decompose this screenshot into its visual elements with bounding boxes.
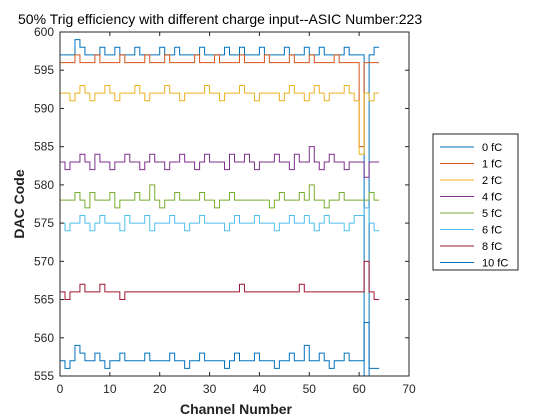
series-line-4	[60, 184, 380, 209]
x-axis-label: Channel Number	[180, 401, 293, 417]
y-tick-label: 595	[34, 63, 54, 77]
x-tick-label: 10	[103, 382, 117, 396]
x-tick-label: 30	[203, 382, 217, 396]
legend: 0 fC 1 fC 2 fC 4 fC 5 fC 6 fC 8 fC 10 fC	[432, 133, 519, 271]
legend-entry-0: 0 fC	[482, 142, 502, 154]
x-tick-label: 70	[402, 382, 416, 396]
series-line-7	[60, 321, 380, 369]
series-line-3	[60, 146, 380, 178]
legend-entry-4: 5 fC	[482, 208, 502, 220]
y-tick-label: 585	[34, 140, 54, 154]
legend-entry-1: 1 fC	[482, 159, 502, 171]
x-tick-label: 40	[253, 382, 267, 396]
chart-title: 50% Trig efficiency with different charg…	[18, 11, 422, 27]
series-line-5	[60, 207, 380, 232]
y-tick-label: 570	[34, 254, 54, 268]
y-tick-label: 555	[34, 369, 54, 383]
legend-entry-5: 6 fC	[482, 225, 502, 237]
legend-entry-2: 2 fC	[482, 175, 502, 187]
y-tick-label: 580	[34, 178, 54, 192]
y-tick-label: 565	[34, 293, 54, 307]
y-tick-label: 575	[34, 216, 54, 230]
y-tick-label: 600	[34, 25, 54, 39]
series-line-6	[60, 260, 380, 301]
legend-entry-6: 8 fC	[482, 241, 502, 253]
x-tick-label: 60	[352, 382, 366, 396]
y-tick-label: 590	[34, 101, 54, 115]
y-axis-label: DAC Code	[11, 169, 27, 238]
y-tick-label: 560	[34, 331, 54, 345]
legend-entry-3: 4 fC	[482, 192, 502, 204]
axis-layer: 0 10 20 30 40 50 60 70 555 560 565 570 575 580 585 590 5…	[34, 25, 416, 396]
legend-box	[432, 133, 519, 271]
plot-frame	[59, 31, 410, 377]
x-tick-label: 0	[57, 382, 64, 396]
x-tick-label: 50	[303, 382, 317, 396]
legend-entry-7: 10 fC	[482, 258, 508, 270]
series-line-2	[60, 85, 380, 155]
series-layer	[60, 39, 380, 377]
x-tick-label: 20	[153, 382, 167, 396]
series-line-1	[60, 54, 380, 148]
series-line-0	[60, 39, 380, 377]
